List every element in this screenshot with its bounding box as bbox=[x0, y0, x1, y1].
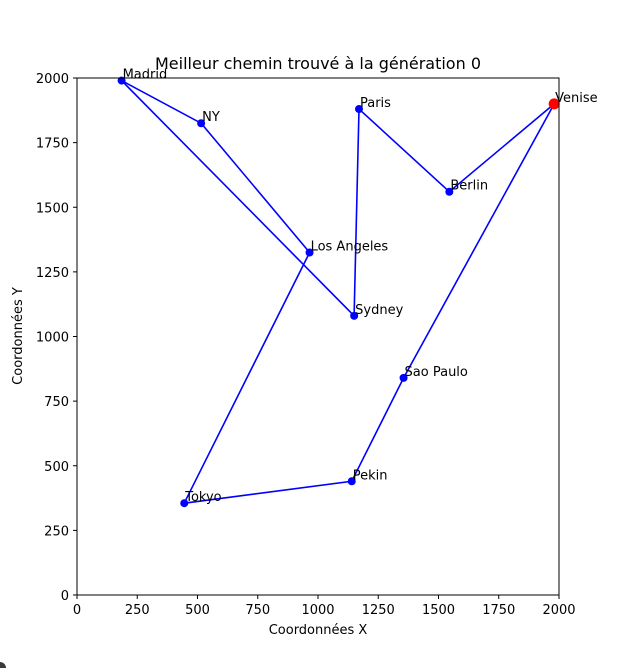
city-marker bbox=[354, 105, 363, 114]
x-tick-label: 1500 bbox=[422, 603, 455, 618]
x-tick-label: 1000 bbox=[301, 603, 334, 618]
city-marker bbox=[347, 477, 356, 486]
chart-title: Meilleur chemin trouvé à la génération 0 bbox=[155, 54, 481, 73]
start-city-marker bbox=[548, 98, 560, 110]
y-tick-label: 500 bbox=[44, 460, 69, 475]
city-label: Venise bbox=[555, 91, 598, 106]
city-label: Pekin bbox=[353, 468, 388, 483]
y-axis-label: Coordonnées Y bbox=[11, 287, 26, 385]
city-label: Paris bbox=[360, 96, 391, 111]
y-tick-label: 1000 bbox=[36, 331, 69, 346]
city-marker bbox=[305, 248, 314, 257]
x-axis-ticks: 0 250 500 750 1000 1250 1500 1750 2000 bbox=[73, 595, 576, 618]
city-label: NY bbox=[202, 110, 220, 125]
window-corner bbox=[0, 662, 6, 668]
city-marker bbox=[445, 187, 454, 196]
y-tick-label: 0 bbox=[61, 589, 69, 604]
city-marker bbox=[117, 76, 126, 85]
x-tick-label: 1750 bbox=[482, 603, 515, 618]
y-tick-label: 750 bbox=[44, 395, 69, 410]
city-label: Madrid bbox=[123, 68, 168, 83]
plot-area: Venise Berlin Paris Sydney Madrid NY Los Angel… bbox=[117, 68, 598, 508]
y-axis-ticks: 0 250 500 750 1000 1250 1500 1750 2000 bbox=[36, 72, 77, 604]
y-tick-label: 1250 bbox=[36, 266, 69, 281]
city-label: Berlin bbox=[450, 179, 488, 194]
city-marker bbox=[197, 119, 206, 128]
city-marker bbox=[180, 499, 189, 508]
x-tick-label: 0 bbox=[73, 603, 81, 618]
x-tick-label: 250 bbox=[125, 603, 150, 618]
axes-frame bbox=[76, 77, 560, 596]
city-label: Sao Paulo bbox=[405, 365, 468, 380]
city-marker bbox=[350, 311, 359, 320]
x-tick-label: 1250 bbox=[362, 603, 395, 618]
y-tick-label: 1500 bbox=[36, 201, 69, 216]
x-tick-label: 500 bbox=[185, 603, 210, 618]
city-label: Los Angeles bbox=[311, 239, 389, 254]
city-marker bbox=[399, 373, 408, 382]
x-tick-label: 750 bbox=[245, 603, 270, 618]
y-tick-label: 1750 bbox=[36, 137, 69, 152]
y-tick-label: 250 bbox=[44, 524, 69, 539]
city-label: Sydney bbox=[355, 303, 403, 318]
city-label: Tokyo bbox=[184, 490, 221, 505]
y-tick-label: 2000 bbox=[36, 72, 69, 87]
route-line bbox=[121, 79, 555, 505]
x-axis-label: Coordonnées X bbox=[269, 623, 368, 638]
x-tick-label: 2000 bbox=[542, 603, 575, 618]
